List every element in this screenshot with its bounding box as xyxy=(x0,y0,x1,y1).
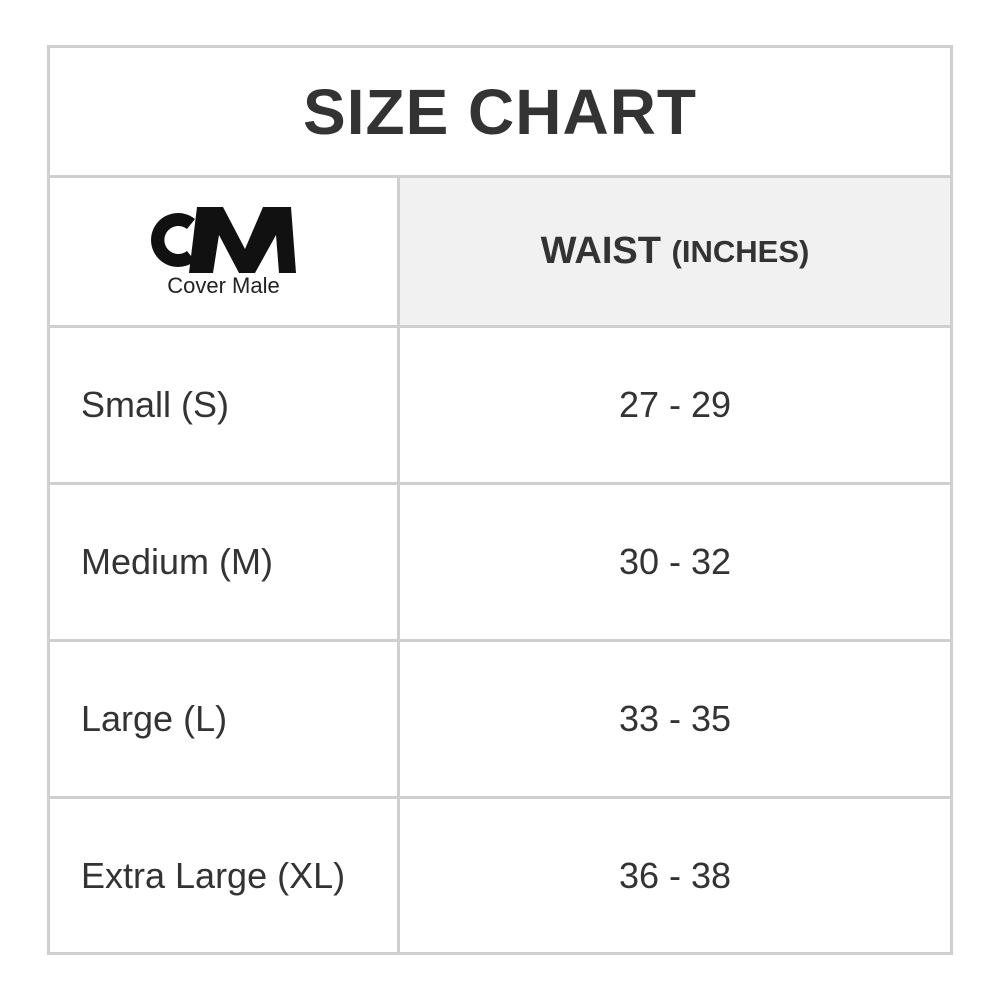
size-chart-table: SIZE CHART Cover Male WAIST (INCHES) Sma… xyxy=(47,45,953,955)
logo-cell: Cover Male xyxy=(50,178,400,325)
size-cell: Extra Large (XL) xyxy=(50,799,400,952)
table-row: Large (L) 33 - 35 xyxy=(50,642,950,799)
size-cell: Small (S) xyxy=(50,328,400,482)
waist-cell: 30 - 32 xyxy=(618,541,732,582)
waist-cell: 27 - 29 xyxy=(618,384,732,425)
table-row: Medium (M) 30 - 32 xyxy=(50,485,950,642)
size-cell: Medium (M) xyxy=(50,485,400,639)
header-row: Cover Male WAIST (INCHES) xyxy=(50,178,950,328)
table-row: Small (S) 27 - 29 xyxy=(50,328,950,485)
unit-label: (INCHES) xyxy=(671,233,810,269)
brand-name: Cover Male xyxy=(167,272,280,298)
measure-label: WAIST xyxy=(540,230,661,272)
cm-logo-icon xyxy=(150,206,296,273)
page-title: SIZE CHART xyxy=(50,48,950,178)
cover-male-logo: Cover Male xyxy=(149,205,299,299)
waist-cell: 36 - 38 xyxy=(618,854,732,896)
size-cell: Large (L) xyxy=(50,642,400,796)
table-row: Extra Large (XL) 36 - 38 xyxy=(50,799,950,952)
waist-header: WAIST (INCHES) xyxy=(400,178,950,325)
waist-cell: 33 - 35 xyxy=(618,698,732,739)
